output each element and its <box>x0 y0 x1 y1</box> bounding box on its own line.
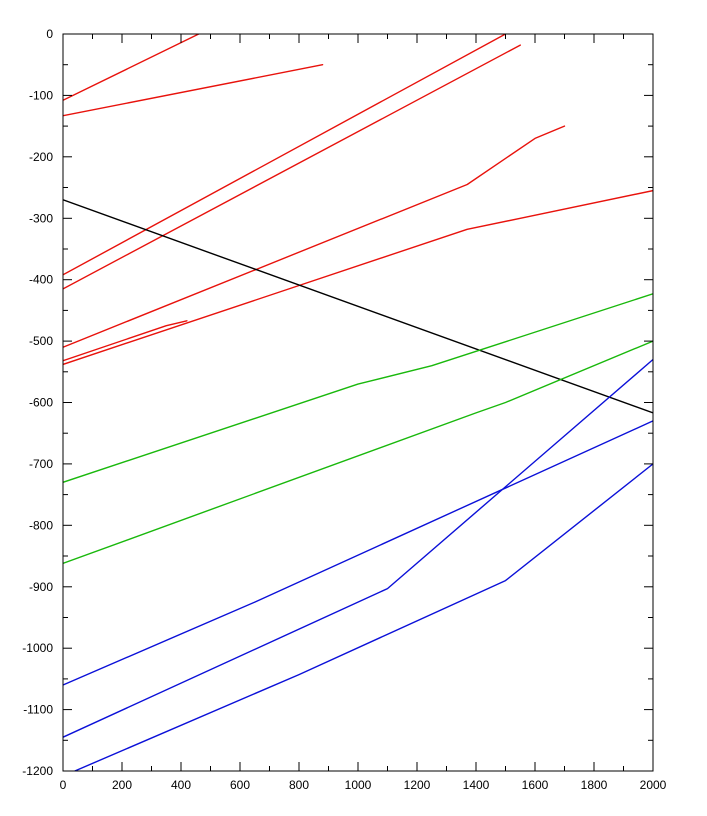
y-tick-label: -1100 <box>23 703 53 717</box>
series-line-8 <box>63 199 653 414</box>
x-tick-label: 1800 <box>581 778 608 792</box>
y-tick-label: -900 <box>29 580 53 594</box>
series-line-13 <box>74 463 653 771</box>
series-line-4 <box>63 44 521 290</box>
x-tick-label: 1600 <box>522 778 549 792</box>
labels-layer: 0 200 400 600 800 1000 1200 1400 1600 1800 2000 0 -1… <box>22 27 666 792</box>
y-tick-label: -800 <box>29 518 53 532</box>
series-line-1 <box>63 34 200 102</box>
series-line-11 <box>63 358 653 738</box>
y-tick-label: -700 <box>29 457 53 471</box>
series-line-9 <box>63 293 653 483</box>
y-tick-label: -400 <box>29 273 53 287</box>
x-tick-label: 600 <box>230 778 250 792</box>
y-tick-label: -500 <box>29 334 53 348</box>
series-line-5 <box>63 125 566 348</box>
series-line-12 <box>63 420 653 686</box>
x-tick-label: 1400 <box>463 778 490 792</box>
y-tick-label: -300 <box>29 211 53 225</box>
x-tick-label: 1200 <box>404 778 431 792</box>
series-line-3 <box>63 34 507 276</box>
x-tick-label: 2000 <box>640 778 667 792</box>
y-tick-label: -600 <box>29 396 53 410</box>
y-tick-label: -100 <box>29 88 53 102</box>
y-tick-label: -1000 <box>22 641 53 655</box>
y-tick-label: 0 <box>46 27 53 41</box>
ticks-layer <box>62 33 654 772</box>
x-tick-label: 200 <box>112 778 132 792</box>
series-line-7 <box>63 320 188 362</box>
x-tick-label: 400 <box>171 778 191 792</box>
y-tick-label: -200 <box>29 150 53 164</box>
series-line-2 <box>63 63 324 117</box>
plot-frame <box>62 33 654 772</box>
series-layer <box>63 34 653 771</box>
x-tick-label: 1000 <box>345 778 372 792</box>
x-tick-label: 800 <box>289 778 309 792</box>
series-line-6 <box>63 189 653 366</box>
series-line-10 <box>63 340 653 565</box>
x-tick-label: 0 <box>60 778 67 792</box>
y-tick-label: -1200 <box>22 764 53 778</box>
